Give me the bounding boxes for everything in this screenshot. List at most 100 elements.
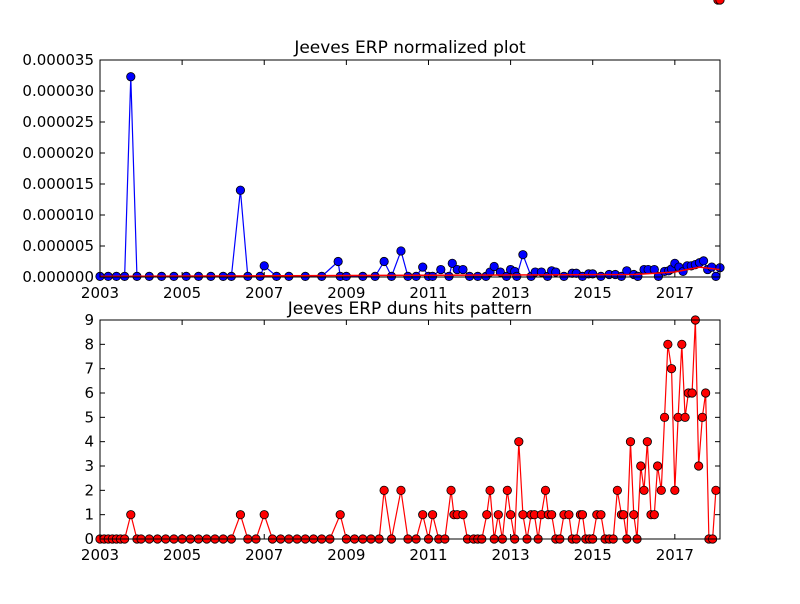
normalized-data-point [464,271,475,281]
hits-data-point [659,412,670,422]
normalized-plot: Jeeves ERP normalized plot 2003 2005 2007 2… [22,38,725,302]
hits-data-point [518,510,528,520]
hits-data-point [677,339,687,349]
hits-data-point [446,485,456,495]
normalized-xtick-label: 2013 [492,284,530,302]
hits-data-point [235,510,246,520]
normalized-data-point [698,256,709,266]
normalized-xtick-label: 2011 [409,284,447,302]
normalized-ytick-label: 0.000010 [22,206,94,224]
hits-data-point [547,510,557,520]
normalized-data-point [653,271,664,281]
hits-data-point [629,510,639,520]
normalized-data-point [447,258,457,268]
hits-data-point [636,461,646,471]
hits-data-point [618,510,629,520]
normalized-data-point [418,262,428,272]
hits-xtick-label: 2007 [245,546,283,564]
normalized-data-point [259,261,269,271]
normalized-data-point [427,271,438,281]
normalized-plot-frame [99,59,721,278]
hits-plot: Jeeves ERP duns hits pattern 2003 2005 200… [81,0,725,564]
normalized-xtick-label: 2005 [163,284,201,302]
normalized-ytick-label: 0.000025 [22,113,94,131]
hits-data-point [596,510,606,520]
hits-data-point [612,485,622,495]
normalized-data-point [588,269,598,279]
hits-data-point [418,510,428,520]
hits-data-point [625,437,636,447]
hits-ytick-label: 7 [84,360,94,378]
hits-data-point [642,437,652,447]
hits-data-point [485,485,495,495]
normalized-plot-ticks: 2003 2005 2007 2009 2011 2013 2015 2017 0.000000… [22,51,720,302]
hits-data-point [577,510,588,520]
normalized-data-point [559,271,569,281]
normalized-data-point [512,271,522,281]
hits-data-point [670,485,680,495]
hits-data-point [427,510,438,520]
hits-data-point [715,0,725,5]
normalized-xtick-label: 2007 [245,284,283,302]
hits-data-point [656,485,666,495]
normalized-data-point [235,185,246,195]
normalized-data-point [495,267,505,277]
normalized-xtick-label: 2009 [327,284,365,302]
hits-ytick-label: 2 [84,481,94,499]
hits-data-point [482,510,492,520]
normalized-series-trend-line [99,266,721,278]
normalized-plot-marks [95,72,725,281]
hits-data-point [493,510,503,520]
hits-data-point [379,485,389,495]
hits-data-point [666,364,677,374]
hits-plot-frame [99,319,721,540]
normalized-data-point [518,250,528,260]
hits-data-point [564,510,574,520]
normalized-data-point [711,271,721,281]
hits-data-point [540,485,551,495]
normalized-data-point [379,256,389,267]
normalized-data-point [358,271,368,281]
hits-data-point [680,412,690,422]
hits-data-point [126,510,136,520]
hits-data-point [259,510,269,520]
normalized-ytick-label: 0.000005 [22,237,94,255]
hits-data-point [663,339,673,349]
hits-xtick-label: 2005 [163,546,201,564]
hits-data-point [505,510,516,520]
normalized-ytick-label: 0.000000 [22,268,94,286]
hits-xtick-label: 2009 [327,546,365,564]
normalized-data-point [403,271,413,281]
hits-plot-title: Jeeves ERP duns hits pattern [287,299,532,319]
hits-data-point [502,485,512,495]
hits-ytick-label: 1 [84,506,94,524]
hits-xtick-label: 2017 [656,546,694,564]
normalized-xtick-label: 2015 [574,284,612,302]
normalized-data-point [411,271,421,281]
hits-data-point [514,437,524,447]
hits-data-point [687,388,697,398]
hits-ytick-label: 3 [84,457,94,475]
normalized-data-point [458,264,468,275]
normalized-data-point [126,72,136,82]
hits-ytick-label: 8 [84,335,94,353]
normalized-data-point [489,261,499,272]
hits-ytick-label: 5 [84,408,94,426]
hits-xtick-label: 2011 [409,546,447,564]
normalized-data-point [396,246,406,256]
hits-ytick-label: 0 [84,530,94,548]
normalized-data-point [707,262,717,272]
normalized-ytick-label: 0.000020 [22,144,94,162]
hits-data-point [697,412,707,422]
normalized-ytick-label: 0.000015 [22,175,94,193]
normalized-ytick-label: 0.000035 [22,51,94,69]
hits-xtick-label: 2013 [492,546,530,564]
normalized-ytick-label: 0.000030 [22,82,94,100]
hits-data-point [396,485,406,495]
hits-ytick-label: 9 [84,311,94,329]
hits-plot-marks [95,0,725,544]
hits-data-point [701,388,711,398]
hits-data-point [639,485,649,495]
